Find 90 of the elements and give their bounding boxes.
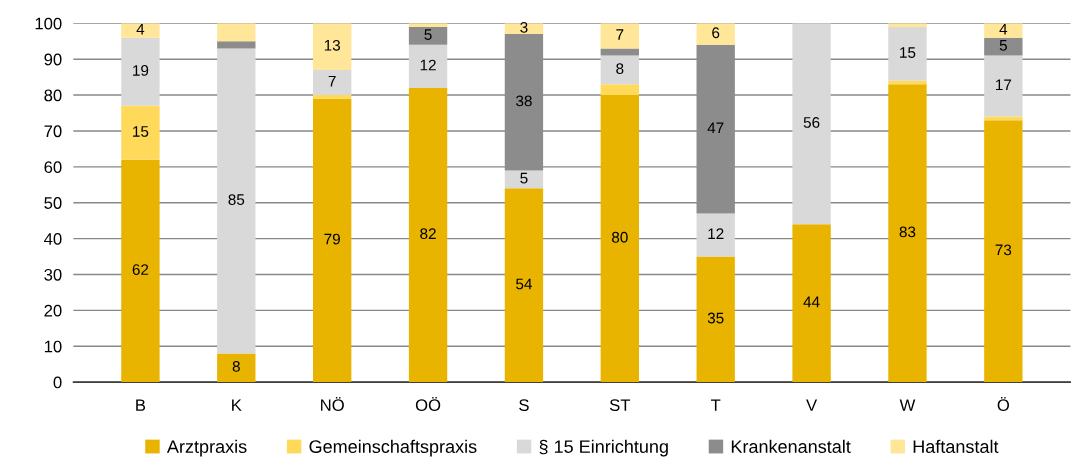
data-label: 12 (420, 59, 436, 71)
data-label: 47 (707, 122, 724, 134)
x-tick-label: NÖ (321, 396, 344, 412)
data-label: 73 (995, 244, 1012, 256)
legend-label: Arztpraxis (166, 439, 247, 457)
bar (984, 55, 1023, 117)
data-label: 38 (516, 95, 532, 107)
data-label: 80 (611, 231, 628, 243)
x-tick-label: T (710, 399, 721, 411)
data-label: 5 (520, 172, 528, 184)
data-label: 85 (228, 194, 245, 206)
bar (600, 95, 639, 383)
data-label: 6 (712, 27, 720, 39)
y-tick-label: 70 (44, 125, 62, 138)
data-label: 83 (899, 226, 916, 238)
y-tick-label: 90 (44, 53, 62, 66)
bar (408, 26, 448, 45)
legend-label: Haftanstalt (913, 439, 999, 453)
bar (121, 23, 160, 38)
y-tick-label: 100 (35, 17, 62, 30)
bar (600, 84, 639, 96)
bar (121, 105, 160, 160)
bar (984, 120, 1023, 383)
legend-label: Gemeinschaftspraxis (309, 439, 477, 457)
y-tick-label: 20 (44, 304, 62, 317)
y-tick-label: 60 (44, 161, 62, 174)
data-label: 8 (232, 361, 240, 372)
data-label: 19 (133, 65, 149, 76)
bar (696, 23, 735, 45)
data-label: 3 (520, 21, 528, 33)
data-label: 8 (616, 63, 624, 75)
x-tick-label: Ö (997, 396, 1010, 412)
bar (313, 95, 352, 99)
data-label: 56 (803, 117, 820, 128)
bar (696, 213, 735, 257)
bar (408, 44, 448, 88)
data-label: 15 (900, 47, 916, 58)
bar (984, 37, 1023, 56)
bar (600, 55, 639, 85)
bar (217, 353, 256, 383)
legend-label: Krankenanstalt (731, 439, 851, 453)
x-tick-label: B (136, 399, 146, 411)
data-label: 54 (516, 278, 532, 290)
data-label: 5 (424, 29, 432, 40)
bar (313, 69, 352, 96)
legend-label: § 15 Einrichtung (539, 439, 668, 457)
x-tick-label: OÖ (415, 396, 441, 412)
data-label: 82 (420, 228, 436, 240)
bar (217, 41, 256, 49)
bar (504, 188, 544, 383)
x-tick-label: K (232, 399, 242, 411)
data-label: 62 (132, 264, 149, 275)
x-tick-label: W (899, 399, 916, 411)
bar (888, 84, 927, 383)
y-tick-label: 40 (44, 232, 62, 245)
bar (408, 87, 448, 383)
bar (792, 23, 831, 225)
bar (888, 26, 927, 81)
data-label: 17 (996, 79, 1012, 91)
y-tick-label: 0 (53, 376, 62, 389)
data-label: 15 (133, 126, 149, 137)
bar (217, 23, 256, 42)
y-tick-label: 50 (44, 197, 62, 209)
data-label: 12 (708, 228, 724, 239)
x-tick-label: V (806, 399, 818, 411)
y-tick-label: 80 (44, 89, 62, 102)
bar (313, 98, 352, 383)
bar (696, 256, 735, 383)
data-label: 7 (328, 75, 336, 87)
data-label: 5 (999, 40, 1007, 51)
data-label: 4 (999, 23, 1008, 35)
bar (600, 48, 639, 56)
bar (313, 23, 352, 70)
data-label: 35 (707, 312, 724, 324)
data-label: 44 (803, 296, 820, 308)
bar (121, 37, 160, 106)
x-tick-label: S (519, 399, 529, 412)
bar (217, 48, 256, 354)
bar (792, 224, 831, 383)
data-label: 7 (616, 29, 624, 40)
data-label: 13 (324, 39, 341, 51)
bar (504, 170, 544, 189)
y-tick-label: 10 (44, 340, 62, 353)
y-tick-label: 30 (44, 268, 62, 281)
bar (984, 23, 1023, 38)
data-label: 4 (136, 23, 145, 35)
data-label: 79 (324, 233, 340, 245)
x-tick-label: ST (609, 399, 631, 412)
bar (600, 23, 639, 49)
bar (121, 159, 160, 383)
